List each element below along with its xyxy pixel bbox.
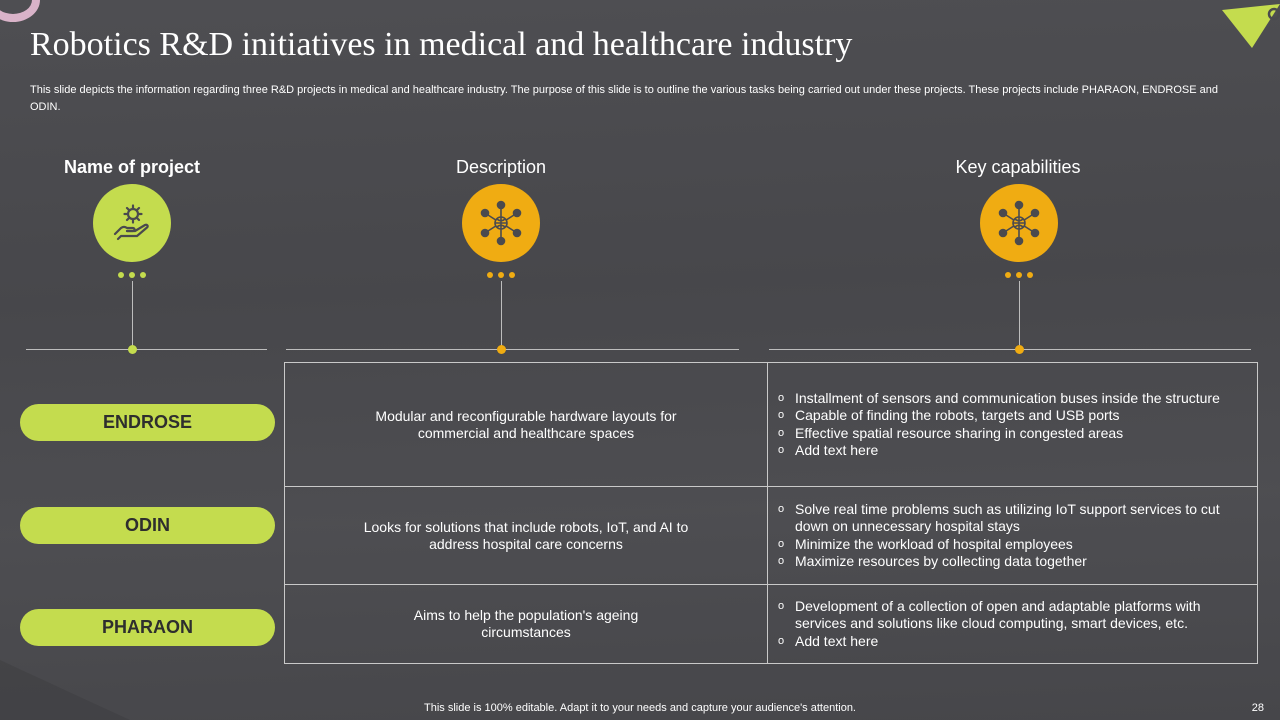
connector-line (1019, 281, 1020, 348)
capabilities-cell: o Development of a collection of open and… (768, 585, 1257, 663)
description-cell: Aims to help the population's ageing cir… (285, 585, 768, 663)
bullet: o (778, 634, 785, 647)
project-pill-endrose: ENDROSE (20, 404, 275, 441)
capability-item: o Installment of sensors and communicatio… (778, 389, 1220, 406)
connector-line (132, 281, 133, 348)
bottom-left-decoration (0, 660, 130, 720)
capability-item: o Solve real time problems such as utiliz… (778, 500, 1220, 535)
bullet: o (778, 555, 785, 567)
capability-item: o Add text here (778, 442, 879, 458)
bullet: o (778, 502, 785, 515)
slide-subtitle: This slide depicts the information regar… (30, 84, 1218, 113)
capability-item: o Maximize resources by collecting data t… (778, 553, 1087, 569)
corner-ring-decoration (0, 0, 40, 22)
bullet: o (778, 444, 785, 456)
column-header-description: Description (455, 157, 547, 177)
bullet: o (778, 391, 785, 404)
table-row: Aims to help the population's ageing cir… (285, 585, 1257, 663)
column-header-name: Name of project (63, 157, 201, 177)
connector-node (1015, 345, 1024, 354)
projects-table: Modular and reconfigurable hardware layo… (284, 362, 1258, 664)
capabilities-cell: o Installment of sensors and communicatio… (768, 363, 1257, 486)
description-cell: Looks for solutions that include robots,… (285, 487, 768, 584)
bullet: o (778, 537, 785, 550)
capability-item: o Capable of finding the robots, targets … (778, 407, 1120, 423)
column-header-capabilities: Key capabilities (955, 157, 1081, 177)
bullet: o (778, 599, 785, 612)
slide-footer: This slide is 100% editable. Adapt it to… (424, 702, 856, 714)
capability-item: o Add text here (778, 632, 879, 649)
dots-decoration (487, 272, 515, 278)
divider-line (286, 349, 739, 350)
hand-gear-icon (93, 184, 171, 262)
bullet: o (778, 426, 785, 439)
connector-node (128, 345, 137, 354)
dots-decoration (118, 272, 146, 278)
corner-triangle-decoration (1222, 4, 1280, 48)
capability-item: o Development of a collection of open and… (778, 597, 1201, 632)
connector-node (497, 345, 506, 354)
capability-item: o Effective spatial resource sharing in c… (778, 424, 1124, 441)
project-pill-pharaon: PHARAON (20, 609, 275, 646)
network-hub-icon (980, 184, 1058, 262)
divider-line (26, 349, 267, 350)
table-row: Looks for solutions that include robots,… (285, 487, 1257, 585)
capabilities-cell: o Solve real time problems such as utiliz… (768, 487, 1257, 584)
slide-title: Robotics R&D initiatives in medical and … (30, 26, 853, 63)
dots-decoration (1005, 272, 1033, 278)
divider-line (769, 349, 1251, 350)
project-pill-odin: ODIN (20, 507, 275, 544)
description-cell: Modular and reconfigurable hardware layo… (285, 363, 768, 486)
bullet: o (778, 409, 785, 421)
capability-item: o Minimize the workload of hospital emplo… (778, 535, 1073, 552)
connector-line (501, 281, 502, 348)
table-row: Modular and reconfigurable hardware layo… (285, 363, 1257, 487)
network-hub-icon (462, 184, 540, 262)
page-number: 28 (1251, 702, 1264, 714)
